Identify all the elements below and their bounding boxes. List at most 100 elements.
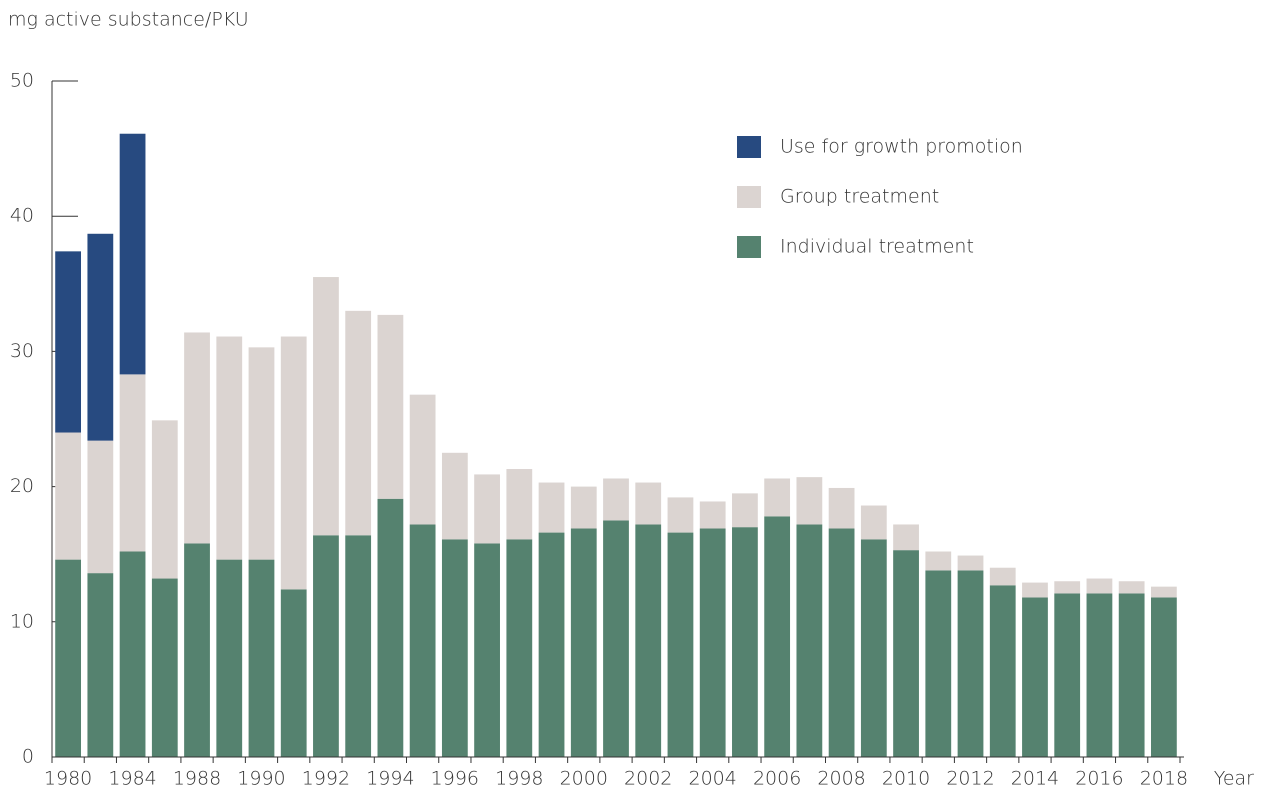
bar-segment xyxy=(925,570,952,757)
bar-segment xyxy=(55,432,82,560)
x-axis-label: Year xyxy=(1214,768,1254,790)
bar-segment xyxy=(377,498,404,757)
x-tick-label: 2012 xyxy=(946,768,994,790)
bar-segment xyxy=(989,585,1016,757)
bar-segment xyxy=(635,524,662,757)
bar-segment xyxy=(732,493,758,528)
bar-segment xyxy=(184,543,210,757)
bar-segment xyxy=(87,440,114,574)
bar-segment xyxy=(119,133,146,375)
bar-segment xyxy=(474,474,500,544)
x-tick-label: 1992 xyxy=(302,768,350,790)
bar-segment xyxy=(151,420,178,579)
bar-segment xyxy=(280,589,307,757)
bar-segment xyxy=(345,310,372,536)
x-tick-label: 1984 xyxy=(108,768,156,790)
x-tick-label: 1988 xyxy=(173,768,221,790)
y-tick-label: 40 xyxy=(10,205,34,227)
bar-segment xyxy=(603,520,629,757)
bar-segment xyxy=(119,551,146,757)
bar-segment xyxy=(216,559,243,757)
bar-segment xyxy=(699,501,726,529)
bar-segment xyxy=(957,555,984,571)
bar-segment xyxy=(893,524,919,551)
bar-segment xyxy=(506,469,533,540)
x-tick-label: 2016 xyxy=(1075,768,1123,790)
bar-segment xyxy=(893,550,919,757)
bar-segment xyxy=(764,478,791,517)
bar-segment xyxy=(538,532,565,757)
bar-segment xyxy=(828,487,855,529)
x-tick-label: 2000 xyxy=(560,768,608,790)
x-tick-label: 1998 xyxy=(495,768,543,790)
bar-segment xyxy=(474,543,500,757)
legend-swatch xyxy=(737,186,761,208)
x-tick-label: 1980 xyxy=(44,768,92,790)
bar-segment xyxy=(506,539,533,757)
bar-segment xyxy=(1022,597,1048,757)
bar-segment xyxy=(313,277,339,536)
bar-segment xyxy=(796,524,823,757)
x-tick-label: 2002 xyxy=(624,768,672,790)
bar-segment xyxy=(1150,586,1177,598)
bar-segment xyxy=(1150,597,1177,757)
bar-segment xyxy=(860,539,887,757)
x-tick-label: 1996 xyxy=(431,768,479,790)
bar-segment xyxy=(345,535,372,757)
legend-label: Individual treatment xyxy=(780,236,974,258)
bar-segment xyxy=(280,336,307,590)
bar-segment xyxy=(635,482,662,525)
bar-segment xyxy=(1118,581,1145,594)
bar-segment xyxy=(313,535,339,757)
bar-segment xyxy=(1086,578,1113,594)
bar-segment xyxy=(667,497,694,533)
bar-segment xyxy=(1022,582,1048,598)
bar-segment xyxy=(1054,593,1081,757)
x-tick-label: 2004 xyxy=(689,768,737,790)
x-tick-label: 2014 xyxy=(1011,768,1059,790)
bar-segment xyxy=(764,516,791,757)
bar-segment xyxy=(87,573,114,757)
bar-segment xyxy=(732,527,758,757)
bar-segment xyxy=(55,559,82,757)
y-axis-label: mg active substance/PKU xyxy=(8,9,249,31)
bar-segment xyxy=(925,551,952,571)
bar-segment xyxy=(860,505,887,540)
bar-segment xyxy=(248,559,275,757)
x-tick-label: 2018 xyxy=(1140,768,1188,790)
x-tick-label: 2010 xyxy=(882,768,930,790)
bar-segment xyxy=(441,452,468,540)
bar-segment xyxy=(377,314,404,499)
bar-segment xyxy=(184,332,210,544)
bar-segment xyxy=(570,528,597,757)
bar-segment xyxy=(151,578,178,757)
y-tick-label: 30 xyxy=(10,340,34,362)
bar-segment xyxy=(538,482,565,533)
y-tick-label: 10 xyxy=(10,610,34,632)
x-tick-label: 1990 xyxy=(237,768,285,790)
bar-segment xyxy=(603,478,629,521)
bar-segment xyxy=(699,528,726,757)
bar-segment xyxy=(55,251,82,433)
bar-segment xyxy=(119,374,146,552)
legend-label: Group treatment xyxy=(780,186,939,208)
bar-segment xyxy=(216,336,243,560)
bar-segment xyxy=(570,486,597,529)
bar-segment xyxy=(1118,593,1145,757)
bar-segment xyxy=(409,524,436,757)
bar-segment xyxy=(441,539,468,757)
y-tick-label: 50 xyxy=(10,70,34,92)
x-tick-label: 2008 xyxy=(817,768,865,790)
legend-swatch xyxy=(737,236,761,258)
legend-label: Use for growth promotion xyxy=(780,136,1023,158)
bar-segment xyxy=(1054,581,1081,594)
bar-segment xyxy=(87,233,114,441)
y-tick-label: 0 xyxy=(22,746,34,768)
bar-segment xyxy=(667,532,694,757)
legend-swatch xyxy=(737,136,761,158)
bar-segment xyxy=(1086,593,1113,757)
bar-segment xyxy=(796,477,823,525)
y-tick-label: 20 xyxy=(10,475,34,497)
bar-segment xyxy=(248,347,275,560)
